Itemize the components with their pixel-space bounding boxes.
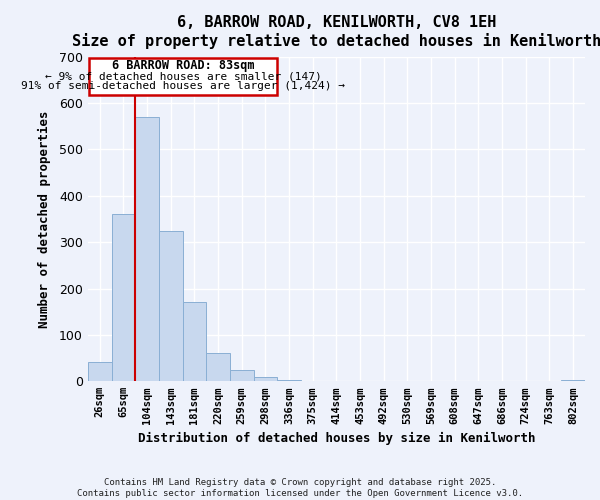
Bar xyxy=(206,354,230,381)
Text: 91% of semi-detached houses are larger (1,424) →: 91% of semi-detached houses are larger (… xyxy=(21,81,345,91)
X-axis label: Distribution of detached houses by size in Kenilworth: Distribution of detached houses by size … xyxy=(137,432,535,445)
Title: 6, BARROW ROAD, KENILWORTH, CV8 1EH
Size of property relative to detached houses: 6, BARROW ROAD, KENILWORTH, CV8 1EH Size… xyxy=(72,15,600,48)
Bar xyxy=(182,302,206,381)
Text: Contains HM Land Registry data © Crown copyright and database right 2025.
Contai: Contains HM Land Registry data © Crown c… xyxy=(77,478,523,498)
Bar xyxy=(230,370,254,381)
Bar xyxy=(562,380,585,381)
Bar xyxy=(159,230,182,381)
Y-axis label: Number of detached properties: Number of detached properties xyxy=(38,110,50,328)
Bar xyxy=(135,117,159,381)
FancyBboxPatch shape xyxy=(89,58,277,94)
Text: ← 9% of detached houses are smaller (147): ← 9% of detached houses are smaller (147… xyxy=(45,71,322,81)
Bar xyxy=(112,214,135,381)
Bar xyxy=(254,376,277,381)
Bar xyxy=(88,362,112,381)
Bar xyxy=(277,380,301,381)
Text: 6 BARROW ROAD: 83sqm: 6 BARROW ROAD: 83sqm xyxy=(112,60,254,72)
